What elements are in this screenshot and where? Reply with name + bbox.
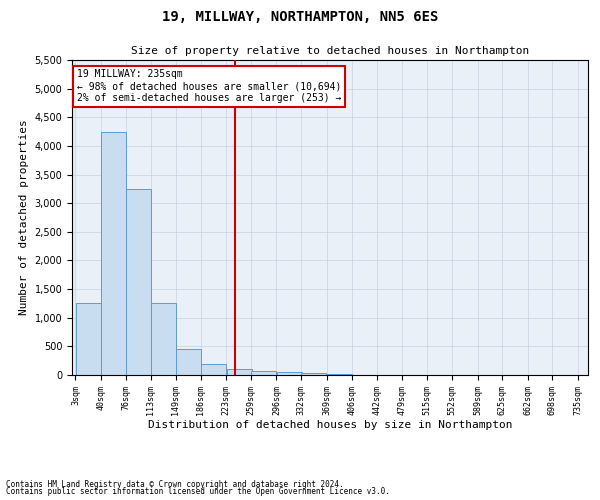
X-axis label: Distribution of detached houses by size in Northampton: Distribution of detached houses by size … bbox=[148, 420, 512, 430]
Text: 19 MILLWAY: 235sqm
← 98% of detached houses are smaller (10,694)
2% of semi-deta: 19 MILLWAY: 235sqm ← 98% of detached hou… bbox=[77, 70, 341, 102]
Text: 19, MILLWAY, NORTHAMPTON, NN5 6ES: 19, MILLWAY, NORTHAMPTON, NN5 6ES bbox=[162, 10, 438, 24]
Title: Size of property relative to detached houses in Northampton: Size of property relative to detached ho… bbox=[131, 46, 529, 56]
Bar bbox=[251, 370, 277, 375]
Y-axis label: Number of detached properties: Number of detached properties bbox=[19, 120, 29, 316]
Bar bbox=[125, 189, 151, 375]
Bar bbox=[101, 132, 126, 375]
Bar bbox=[277, 372, 302, 375]
Bar bbox=[301, 374, 326, 375]
Bar bbox=[176, 349, 201, 375]
Bar bbox=[76, 304, 101, 375]
Bar bbox=[227, 370, 251, 375]
Bar bbox=[327, 374, 352, 375]
Text: Contains public sector information licensed under the Open Government Licence v3: Contains public sector information licen… bbox=[6, 487, 390, 496]
Text: Contains HM Land Registry data © Crown copyright and database right 2024.: Contains HM Land Registry data © Crown c… bbox=[6, 480, 344, 489]
Bar bbox=[201, 364, 226, 375]
Bar bbox=[151, 304, 176, 375]
